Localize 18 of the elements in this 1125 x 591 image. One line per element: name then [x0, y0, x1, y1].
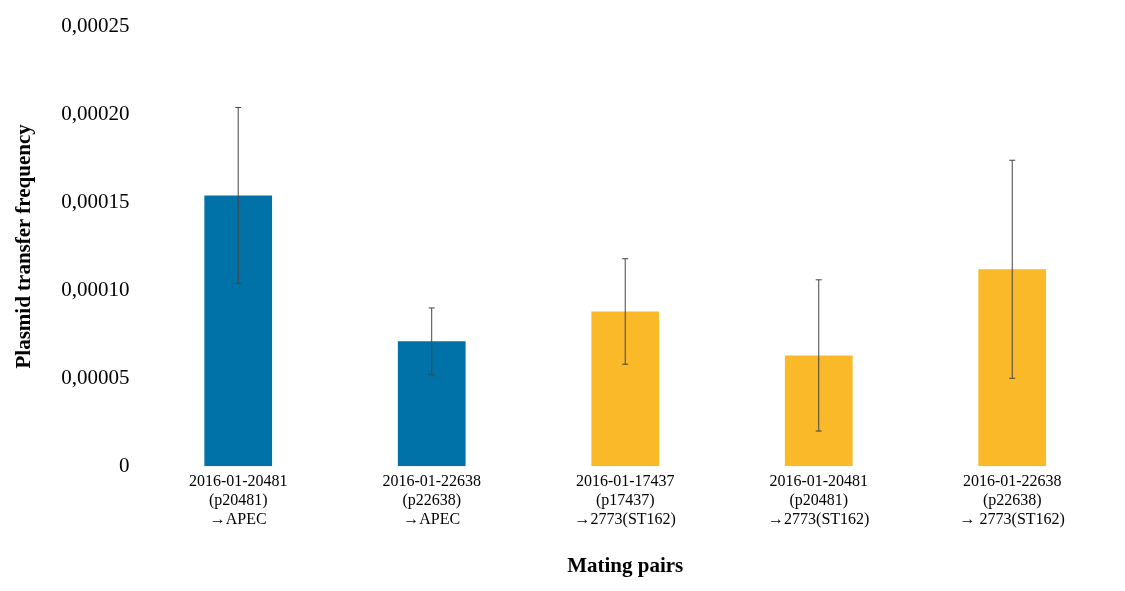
x-axis-title: Mating pairs: [567, 552, 684, 577]
y-tick-label: 0,00015: [61, 188, 130, 213]
bar: [978, 269, 1047, 467]
bar: [591, 311, 660, 467]
y-tick-label: 0,00025: [61, 13, 130, 38]
y-tick-label: 0,00010: [61, 276, 130, 301]
x-tick-label: 2016-01-20481 (p20481) →2773(ST162): [768, 472, 870, 529]
bar: [204, 195, 273, 467]
y-axis-title: Plasmid transfer frequency: [11, 123, 36, 369]
y-tick-label: 0: [118, 452, 130, 477]
x-tick-label: 2016-01-22638 (p22638) →APEC: [382, 472, 482, 528]
bar: [397, 341, 466, 467]
y-tick-label: 0,00020: [61, 101, 130, 126]
x-tick-label: 2016-01-20481 (p20481) →APEC: [188, 472, 288, 528]
x-tick-label: 2016-01-22638 (p22638) → 2773(ST162): [959, 472, 1065, 529]
x-tick-label: 2016-01-17437 (p17437) →2773(ST162): [574, 472, 676, 529]
y-tick-label: 0,00005: [61, 364, 130, 389]
bar: [784, 355, 853, 467]
